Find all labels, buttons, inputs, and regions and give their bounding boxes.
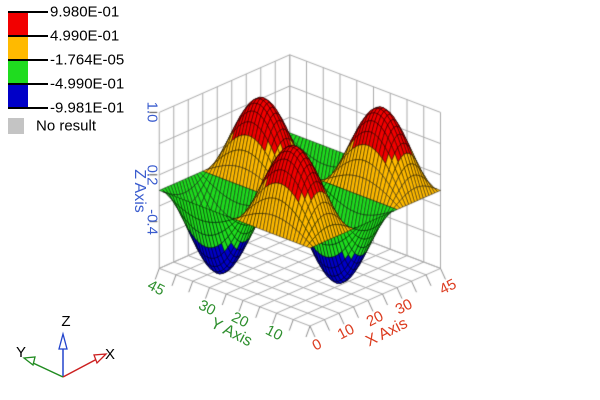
legend-tick-line: [8, 35, 48, 37]
legend-tick-line: [8, 107, 48, 109]
triad-x-arrowhead-icon: [93, 353, 108, 365]
triad-z-arrowhead-icon: [58, 331, 68, 350]
triad-x-label: X: [105, 346, 115, 363]
legend-tick-label: 9.980E-01: [50, 3, 120, 21]
legend-tick-label: -9.981E-01: [50, 99, 125, 117]
triad-y-arrowhead-icon: [22, 356, 36, 367]
legend-color-block: [8, 84, 28, 108]
z-axis-tick-label: 1.0: [143, 101, 161, 123]
legend-tick-line: [8, 11, 48, 13]
z-axis-title: Z Axis: [131, 169, 148, 213]
legend-tick-line: [8, 59, 48, 61]
triad-z-label: Z: [61, 313, 70, 330]
legend-color-block: [8, 60, 28, 84]
legend-tick-line: [8, 83, 48, 85]
legend-no-result-label: No result: [36, 117, 97, 135]
legend-no-result-swatch: [8, 118, 24, 134]
triad-y-axis-line: [32, 362, 64, 378]
legend-tick-label: -4.990E-01: [50, 75, 125, 93]
legend-tick-label: 4.990E-01: [50, 27, 120, 45]
legend-tick-label: -1.764E-05: [50, 51, 125, 69]
legend-color-block: [8, 36, 28, 60]
legend-color-block: [8, 12, 28, 36]
orientation-axes-triad: Z X Y: [16, 313, 115, 378]
triad-y-label: Y: [16, 344, 26, 361]
triad-x-axis-line: [62, 358, 98, 378]
